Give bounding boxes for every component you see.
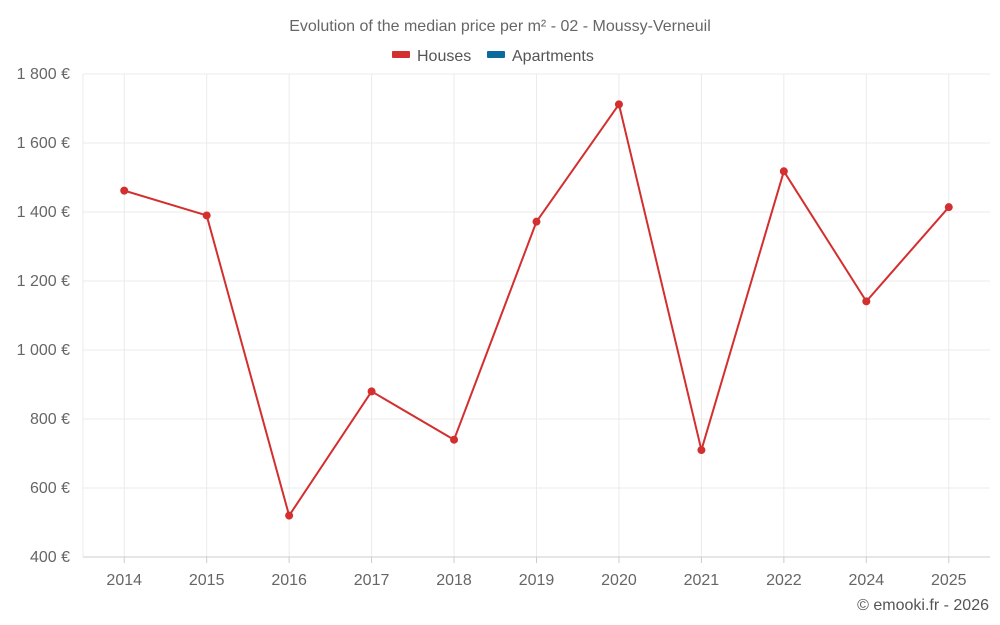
- legend-swatch-apartments: [487, 51, 505, 58]
- x-tick-label: 2020: [601, 572, 637, 589]
- y-tick-label: 1 600 €: [17, 135, 70, 152]
- x-tick-label: 2021: [684, 572, 720, 589]
- houses-point-2017[interactable]: [367, 387, 376, 396]
- legend-label-apartments: Apartments: [512, 48, 594, 65]
- houses-point-2024[interactable]: [862, 297, 871, 306]
- x-tick-label: 2016: [271, 572, 307, 589]
- series-houses: [120, 100, 953, 520]
- y-tick-label: 1 400 €: [17, 204, 70, 221]
- houses-point-2021[interactable]: [697, 446, 706, 455]
- x-tick-label: 2015: [189, 572, 225, 589]
- legend-label-houses: Houses: [417, 48, 471, 65]
- grid: [82, 73, 990, 557]
- x-tick-label: 2014: [106, 572, 142, 589]
- houses-point-2018[interactable]: [450, 435, 459, 444]
- legend-item-houses[interactable]: Houses: [392, 48, 471, 65]
- x-tick-label: 2019: [519, 572, 555, 589]
- x-axis: 2014 2015 2016 2017 2018 2019 2020 2021 2022 2024…: [83, 556, 990, 589]
- y-tick-label: 1 200 €: [17, 273, 70, 290]
- y-tick-label: 800 €: [30, 411, 70, 428]
- houses-point-2015[interactable]: [202, 211, 211, 220]
- y-tick-label: 400 €: [30, 549, 70, 566]
- houses-point-2019[interactable]: [532, 217, 541, 226]
- houses-point-2022[interactable]: [779, 167, 788, 176]
- legend: Houses Apartments: [392, 48, 594, 65]
- y-tick-label: 600 €: [30, 480, 70, 497]
- houses-point-2020[interactable]: [614, 100, 623, 109]
- houses-point-2014[interactable]: [120, 186, 129, 195]
- x-tick-label: 2022: [766, 572, 802, 589]
- houses-point-2025[interactable]: [944, 203, 953, 212]
- y-tick-label: 1 800 €: [17, 66, 70, 83]
- x-tick-label: 2024: [849, 572, 885, 589]
- chart-title: Evolution of the median price per m² - 0…: [289, 18, 711, 35]
- x-tick-label: 2017: [354, 572, 390, 589]
- x-tick-label: 2018: [436, 572, 472, 589]
- y-tick-label: 1 000 €: [17, 342, 70, 359]
- y-axis: 400 € 600 € 800 € 1 000 € 1 200 € 1 400 € 1 60…: [17, 66, 70, 566]
- legend-item-apartments[interactable]: Apartments: [487, 48, 594, 65]
- x-tick-label: 2025: [931, 572, 967, 589]
- legend-swatch-houses: [392, 51, 410, 58]
- credit: © emooki.fr - 2026: [857, 597, 989, 614]
- houses-point-2016[interactable]: [285, 511, 294, 520]
